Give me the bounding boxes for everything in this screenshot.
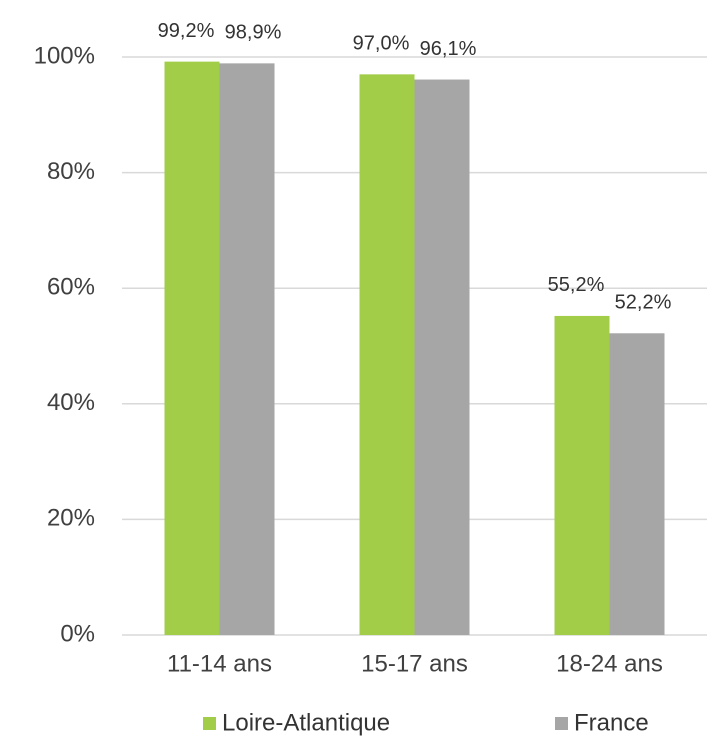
bar [414,79,470,636]
bar [219,63,275,635]
value-label: 55,2% [548,274,605,296]
legend-label: Loire-Atlantique [222,709,390,736]
value-label: 98,9% [225,22,282,44]
y-tick-label: 0% [60,620,95,647]
x-tick-label: 18-24 ans [556,650,663,677]
value-label: 99,2% [158,20,215,42]
value-label: 97,0% [353,33,410,55]
bar [609,333,665,635]
y-tick-label: 20% [47,505,95,532]
bar [554,315,610,635]
y-tick-label: 40% [47,389,95,416]
y-tick-label: 60% [47,274,95,301]
x-tick-label: 11-14 ans [167,650,272,677]
y-tick-label: 100% [34,42,95,69]
y-tick-label: 80% [47,158,95,185]
value-label: 96,1% [420,38,477,60]
bar [359,74,415,636]
x-tick-label: 15-17 ans [361,650,468,677]
legend-label: France [574,709,649,736]
bar [164,61,220,635]
legend-swatch [555,717,568,730]
legend-swatch [203,717,216,730]
value-label: 52,2% [615,292,672,314]
